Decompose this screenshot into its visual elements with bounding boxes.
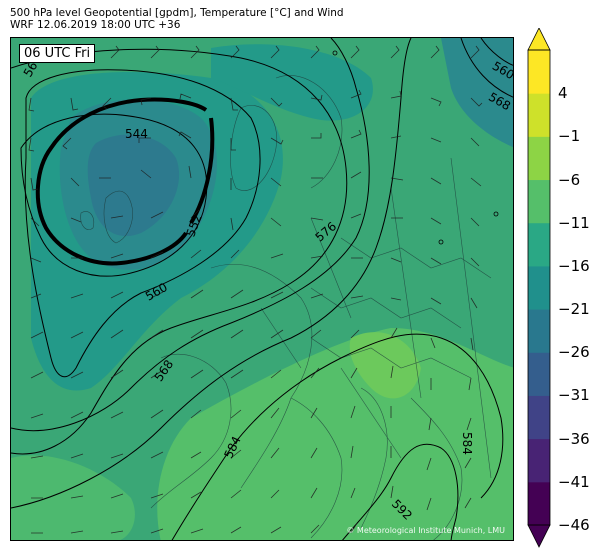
colorbar-band <box>528 265 550 310</box>
contour-label-544: 544 <box>125 127 148 141</box>
colorbar-tick-label: −11 <box>558 213 590 232</box>
city-marker <box>493 211 499 217</box>
colorbar-max-arrow <box>527 28 551 51</box>
colorbar-tick-label: −26 <box>558 343 590 362</box>
temperature-band-balkan <box>349 332 421 399</box>
colorbar-band <box>528 136 550 181</box>
chart-title: 500 hPa level Geopotential [gpdm], Tempe… <box>10 7 344 19</box>
contour-label-56-west: 56 <box>21 59 41 79</box>
colorbar-band <box>528 93 550 137</box>
temperature-band-minus11 <box>157 328 513 540</box>
city-marker <box>332 50 338 56</box>
colorbar-band <box>528 481 550 526</box>
wind-barbs <box>28 45 483 534</box>
forecast-time-label: 06 UTC Fri <box>19 44 96 63</box>
colorbar-tick-label: −46 <box>558 516 590 534</box>
credit-text: © Meteorological Institute Munich, LMU <box>346 526 505 535</box>
colorbar-band <box>528 222 550 267</box>
weather-map: 544 552 560 560 568 568 576 584 592 584 … <box>10 37 514 541</box>
colorbar-tick-label: −1 <box>558 127 581 146</box>
geopotential-contours <box>11 38 513 540</box>
contour-label-584-se: 584 <box>460 432 474 455</box>
colorbar-tick-label: −36 <box>558 429 590 448</box>
colorbar-tick-label: −16 <box>558 256 590 275</box>
colorbar-band <box>528 179 550 224</box>
map-canvas: 544 552 560 560 568 568 576 584 592 584 … <box>11 38 513 540</box>
city-marker <box>438 239 444 245</box>
colorbar-band <box>528 50 550 94</box>
colorbar-band <box>528 352 550 396</box>
colorbar-tick-label: 4 <box>558 84 568 103</box>
temperature-colorbar <box>527 28 551 548</box>
colorbar-tick-label: −41 <box>558 472 590 491</box>
colorbar-tick-label: −21 <box>558 300 590 319</box>
colorbar-tick-label: −31 <box>558 386 590 405</box>
temperature-band-minus31 <box>87 134 180 237</box>
colorbar-min-arrow <box>527 524 551 548</box>
colorbar-band <box>528 395 550 440</box>
colorbar-tick-label: −6 <box>558 170 581 189</box>
chart-subtitle: WRF 12.06.2019 18:00 UTC +36 <box>10 19 181 31</box>
colorbar-band <box>528 309 550 353</box>
temperature-band-ne <box>441 38 513 148</box>
colorbar-frame <box>527 49 551 526</box>
temperature-band-north <box>211 44 373 121</box>
colorbar-band <box>528 438 550 483</box>
